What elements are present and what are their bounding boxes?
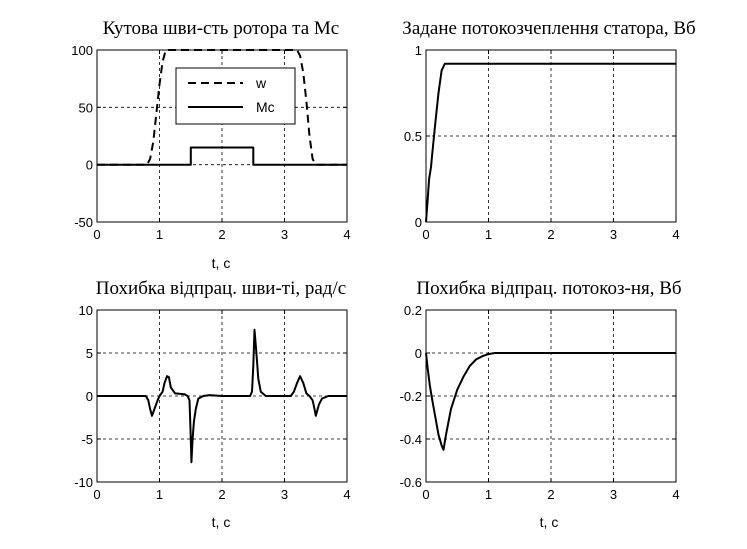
x-axis-label: t, c	[212, 514, 231, 530]
panel-stator-flux-setpoint: Задане потокозчеплення статора, Вб 0 1 2 3 4…	[402, 18, 695, 242]
x-tick-label: 3	[281, 227, 288, 242]
x-axis-label: t, c	[212, 255, 231, 271]
series-line	[425, 62, 676, 223]
x-tick-label: 2	[218, 487, 225, 502]
panel-speed-error: Похибка відпрац. шви-ті, рад/с t, c 0 1 2 3…	[74, 278, 350, 530]
x-tick-label: 1	[156, 227, 163, 242]
x-tick-label: 0	[422, 487, 429, 502]
series-line-w	[97, 49, 347, 166]
y-tick-label: 100	[71, 43, 93, 58]
x-tick-label: 4	[672, 487, 679, 502]
series-line	[97, 328, 347, 464]
x-tick-label: 2	[218, 227, 225, 242]
series-line-mc	[97, 146, 347, 166]
x-tick-label: 0	[93, 487, 100, 502]
series-line	[425, 352, 676, 451]
y-tick-label: 0	[415, 215, 422, 230]
x-tick-label: 1	[485, 487, 492, 502]
x-tick-label: 0	[422, 227, 429, 242]
x-axis-label: t, c	[540, 514, 559, 530]
x-tick-label: 0	[93, 227, 100, 242]
y-tick-label: 0	[415, 346, 422, 361]
x-tick-label: 3	[610, 227, 617, 242]
x-tick-label: 4	[672, 227, 679, 242]
y-tick-label: 0	[86, 158, 93, 173]
y-tick-label: 1	[415, 43, 422, 58]
x-tick-label: 1	[156, 487, 163, 502]
legend-label: w	[255, 75, 267, 91]
x-tick-label: 3	[281, 487, 288, 502]
x-tick-label: 2	[547, 487, 554, 502]
x-tick-label: 3	[610, 487, 617, 502]
y-tick-label: -0.6	[400, 475, 422, 490]
y-tick-label: -0.4	[400, 432, 422, 447]
y-tick-label: 5	[86, 346, 93, 361]
y-tick-label: -5	[81, 432, 93, 447]
y-tick-label: 0	[86, 389, 93, 404]
legend-box	[175, 67, 296, 125]
y-tick-label: -0.2	[400, 389, 422, 404]
chart-title: Задане потокозчеплення статора, Вб	[402, 18, 695, 39]
chart-title: Похибка відпрац. шви-ті, рад/с	[96, 278, 346, 299]
chart-title: Похибка відпрац. потокоз-ня, Вб	[416, 278, 681, 299]
panel-rotor-speed: Кутова шви-сть ротора та Мс t, c 0 1 2 3 4 -5…	[71, 18, 350, 271]
legend-label: Mc	[256, 99, 275, 115]
x-tick-label: 4	[343, 227, 350, 242]
chart-title: Кутова шви-сть ротора та Мс	[103, 18, 339, 39]
x-tick-label: 2	[547, 227, 554, 242]
y-tick-label: 0.5	[404, 129, 422, 144]
y-tick-label: 10	[79, 303, 93, 318]
y-tick-label: -10	[74, 475, 93, 490]
y-tick-label: 0.2	[404, 303, 422, 318]
x-tick-label: 1	[485, 227, 492, 242]
x-tick-label: 4	[343, 487, 350, 502]
panel-flux-error: Похибка відпрац. потокоз-ня, Вб t, c 0 1 2…	[400, 278, 682, 530]
y-tick-label: 50	[79, 100, 93, 115]
y-tick-label: -50	[74, 215, 93, 230]
legend: w Mc	[175, 67, 296, 125]
